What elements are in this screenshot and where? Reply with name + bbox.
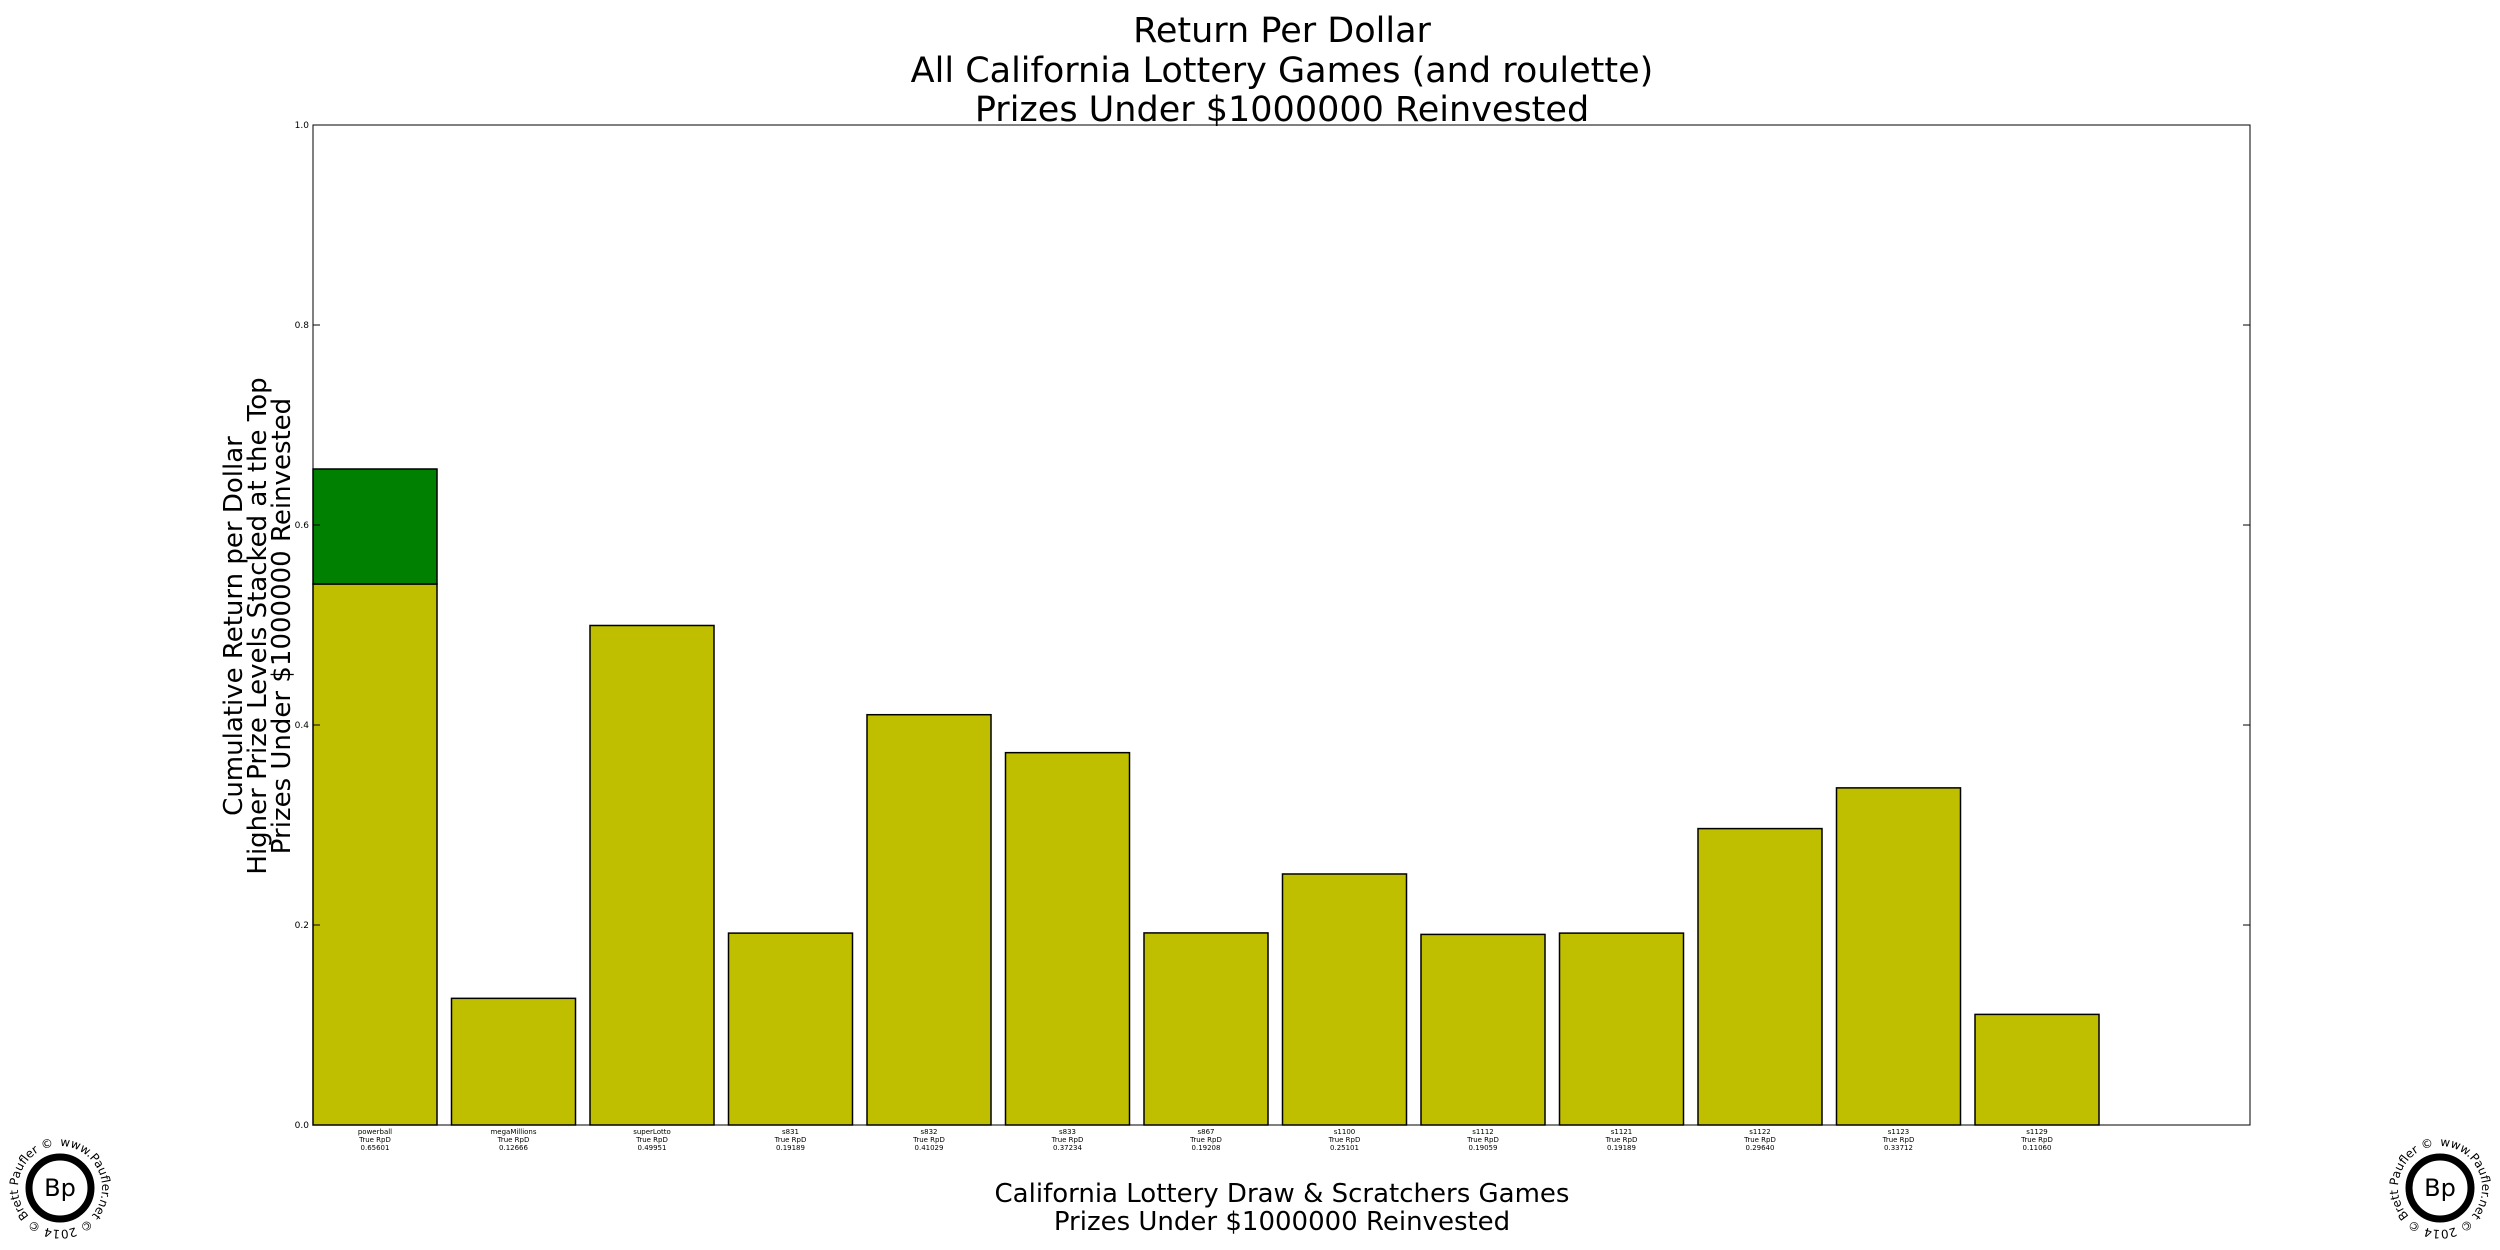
x-tick-label-s1123-0: s1123 <box>1888 1128 1909 1136</box>
bar-s1100 <box>1281 873 1408 1126</box>
x-tick-label-s831-1: True RpD <box>774 1136 807 1144</box>
x-tick-label-s867-1: True RpD <box>1189 1136 1222 1144</box>
x-tick-label-superLotto-2: 0.49951 <box>638 1144 667 1152</box>
y-tick-label-1.0: 1.0 <box>295 121 310 131</box>
x-tick-label-s867-2: 0.19208 <box>1192 1144 1221 1152</box>
y-axis-title-line-1: Cumulative Return per Dollar <box>219 436 249 816</box>
x-tick-label-superLotto-0: superLotto <box>633 1128 671 1136</box>
x-tick-label-s1112-0: s1112 <box>1472 1128 1493 1136</box>
x-tick-label-powerball-0: powerball <box>358 1128 392 1136</box>
y-axis-title: Cumulative Return per Dollar Higher Priz… <box>219 377 297 874</box>
bar-s1121 <box>1558 932 1685 1126</box>
x-tick-label-s1129-1: True RpD <box>2020 1136 2053 1144</box>
title-line-2: All California Lottery Games (and roulet… <box>911 51 1654 91</box>
bar-superLotto <box>589 624 715 1126</box>
x-tick-label-megaMillions-1: True RpD <box>497 1136 530 1144</box>
y-tick-label-0.6: 0.6 <box>295 521 310 531</box>
logo-badge-right: Bp www.Paufler.net © 2014 © Brett Paufle… <box>2387 1135 2493 1241</box>
x-tick-label-s832-1: True RpD <box>912 1136 945 1144</box>
x-tick-label-s1112-1: True RpD <box>1466 1136 1499 1144</box>
logo-center-text-left: Bp <box>44 1174 76 1202</box>
x-axis-title: California Lottery Draw & Scratchers Gam… <box>995 1179 1570 1237</box>
x-tick-label-s1121-2: 0.19189 <box>1607 1144 1636 1152</box>
x-tick-label-s1129-2: 0.11060 <box>2023 1144 2052 1152</box>
chart-title: Return Per Dollar All California Lottery… <box>911 11 1654 130</box>
x-tick-label-s832-0: s832 <box>920 1128 937 1136</box>
bar-s1112 <box>1420 933 1546 1126</box>
x-tick-label-megaMillions-2: 0.12666 <box>499 1144 528 1152</box>
y-tick-label-0.0: 0.0 <box>295 1121 310 1131</box>
x-tick-label-s1112-2: 0.19059 <box>1469 1144 1498 1152</box>
title-line-1: Return Per Dollar <box>1133 11 1431 51</box>
x-tick-label-s1121-1: True RpD <box>1605 1136 1638 1144</box>
x-tick-label-powerball-2: 0.65601 <box>361 1144 390 1152</box>
y-ticks: 0.0 0.2 0.4 0.6 0.8 1.0 <box>295 121 2250 1131</box>
logo-badge-left: Bp www.Paufler.net © 2014 © Brett Paufle… <box>7 1135 113 1241</box>
x-tick-label-s1129-0: s1129 <box>2026 1128 2047 1136</box>
logo-ring-right <box>2405 1153 2475 1223</box>
x-tick-label-s831-2: 0.19189 <box>776 1144 805 1152</box>
bar-s1122 <box>1697 827 1823 1126</box>
title-line-3: Prizes Under $1000000 Reinvested <box>975 90 1589 130</box>
bar-s833 <box>1004 751 1131 1126</box>
x-tick-label-s833-1: True RpD <box>1051 1136 1084 1144</box>
y-axis-title-line-3: Prizes Under $1000000 Reinvested <box>267 398 297 854</box>
y-tick-label-0.2: 0.2 <box>295 921 309 931</box>
x-tick-label-s833-2: 0.37234 <box>1053 1144 1082 1152</box>
bar-s1123 <box>1835 787 1962 1126</box>
bar-s867 <box>1143 932 1269 1126</box>
x-tick-label-s1122-0: s1122 <box>1749 1128 1770 1136</box>
x-tick-label-s867-0: s867 <box>1197 1128 1214 1136</box>
x-tick-label-s1122-2: 0.29640 <box>1746 1144 1775 1152</box>
bar-megaMillions <box>450 997 577 1126</box>
x-axis-title-line-1: California Lottery Draw & Scratchers Gam… <box>995 1179 1570 1209</box>
x-tick-label-s831-0: s831 <box>782 1128 799 1136</box>
bar-s1129 <box>1974 1013 2100 1126</box>
x-tick-label-s1123-1: True RpD <box>1882 1136 1915 1144</box>
y-tick-label-0.4: 0.4 <box>295 721 310 731</box>
x-tick-label-s1121-0: s1121 <box>1611 1128 1632 1136</box>
x-tick-label-megaMillions-0: megaMillions <box>490 1128 536 1136</box>
bars <box>312 468 2100 1126</box>
y-tick-label-0.8: 0.8 <box>295 321 310 331</box>
x-tick-label-s832-2: 0.41029 <box>915 1144 944 1152</box>
logo-ring-left <box>25 1153 95 1223</box>
x-tick-label-powerball-1: True RpD <box>358 1136 391 1144</box>
x-tick-label-superLotto-1: True RpD <box>635 1136 668 1144</box>
x-tick-label-s1100-0: s1100 <box>1334 1128 1355 1136</box>
y-axis-title-line-2: Higher Prize Levels Stacked at the Top <box>243 377 273 874</box>
bar-powerball-upper <box>312 468 438 585</box>
bar-s832 <box>866 713 992 1126</box>
logo-center-text-right: Bp <box>2424 1174 2456 1202</box>
bar-s831 <box>727 932 854 1126</box>
x-tick-label-s1100-1: True RpD <box>1328 1136 1361 1144</box>
x-tick-label-s1123-2: 0.33712 <box>1884 1144 1913 1152</box>
plot-frame <box>312 124 2251 1126</box>
x-tick-label-s833-0: s833 <box>1059 1128 1076 1136</box>
bar-powerball <box>312 583 438 1126</box>
x-tick-label-s1122-1: True RpD <box>1743 1136 1776 1144</box>
x-axis-title-line-2: Prizes Under $1000000 Reinvested <box>1054 1207 1510 1237</box>
x-tick-label-s1100-2: 0.25101 <box>1330 1144 1359 1152</box>
